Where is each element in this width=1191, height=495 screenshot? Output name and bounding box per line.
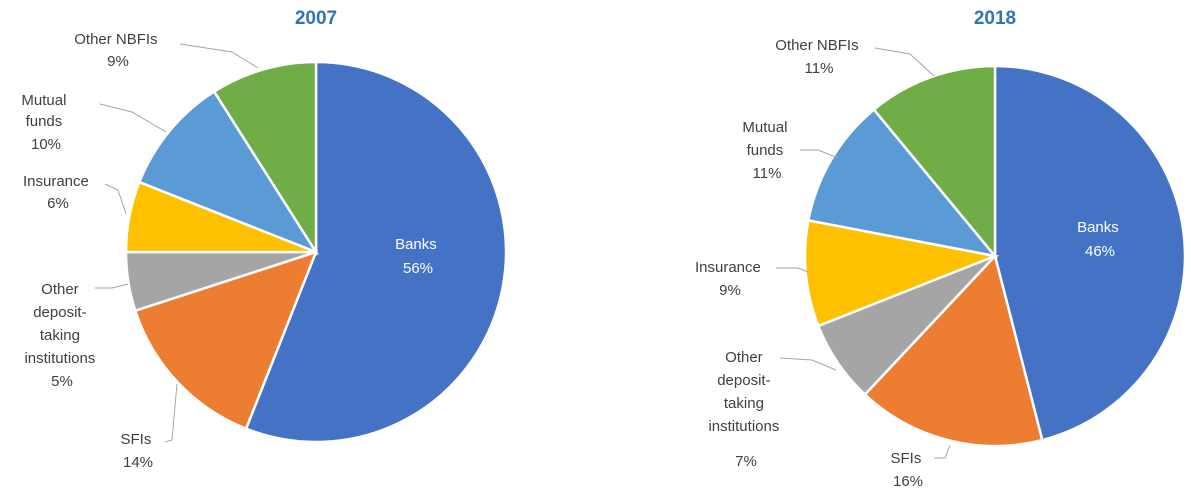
slice-label-2007-mutual-funds: Mutual funds 10%: [21, 92, 70, 153]
pie-slices-2007: [124, 60, 508, 444]
chart-title-2007: 2007: [295, 8, 337, 29]
slice-label-2007-insurance: Insurance 6%: [23, 173, 93, 212]
slice-label-2007-banks: Banks 56%: [395, 236, 441, 277]
pie-slice-2018-other-nbfis: [872, 64, 997, 260]
pie-slice-2007-mutual-funds: [137, 89, 320, 255]
pie-slice-2007-other-nbfis: [212, 60, 318, 257]
slice-label-2007-other-deposit: Other deposit- taking institutions 5%: [24, 281, 99, 390]
leader-line-2018-mutual-funds: [800, 149, 839, 159]
leader-line-2018-sfis: [934, 444, 951, 459]
pie-slice-2018-insurance: [803, 218, 1000, 328]
slice-label-2018-other-nbfis: Other NBFIs 11%: [775, 37, 863, 77]
leader-line-2018-other-deposit: [779, 357, 837, 371]
pie-slice-2018-mutual-funds: [806, 107, 999, 258]
leader-line-2007-sfis: [164, 383, 178, 443]
leader-line-2018-other-nbfis: [874, 47, 935, 77]
slice-label-2018-mutual-funds: Mutual funds 11%: [742, 119, 791, 182]
slice-label-2007-other-nbfis: Other NBFIs 9%: [74, 31, 162, 70]
leader-line-2018-insurance: [776, 267, 809, 273]
slice-label-2018-other-deposit: Other deposit- taking institutions 7%: [708, 349, 783, 470]
leader-line-2007-other-nbfis: [179, 43, 259, 69]
pie-slices-2018: [803, 64, 1187, 448]
slice-label-2007-sfis: SFIs 14%: [120, 431, 155, 471]
slice-label-2018-insurance: Insurance 9%: [695, 259, 765, 299]
leader-line-2007-mutual-funds: [99, 103, 167, 133]
pie-chart-2007: 2007 Other NBFIs 9% Mutual funds 10% Ins…: [21, 8, 508, 471]
pie-slice-2018-sfis: [863, 253, 1044, 448]
pie-slice-2007-banks: [244, 60, 508, 444]
slice-label-2018-banks: Banks 46%: [1077, 219, 1123, 260]
chart-title-2018: 2018: [974, 8, 1016, 29]
leader-line-2007-other-deposit: [95, 283, 129, 289]
leader-line-2007-insurance: [104, 183, 127, 215]
slice-label-2018-sfis: SFIs 16%: [890, 450, 925, 490]
pie-slice-2018-banks: [993, 64, 1187, 442]
pie-chart-2018: 2018 Other NBFIs 11% Mutual funds 11% In…: [695, 8, 1187, 490]
